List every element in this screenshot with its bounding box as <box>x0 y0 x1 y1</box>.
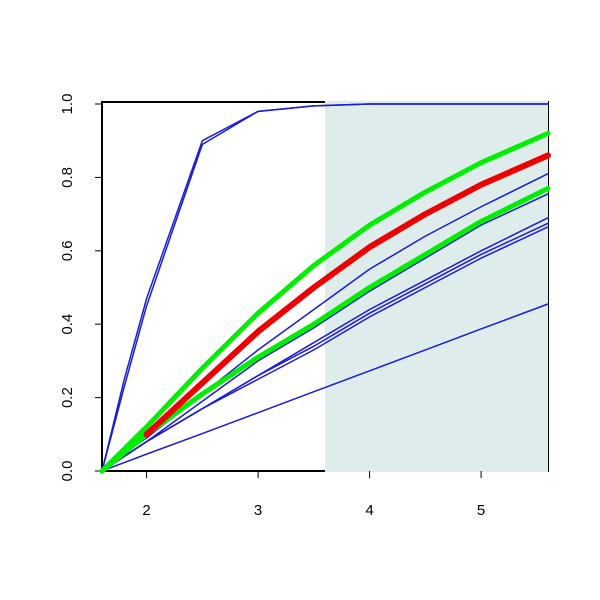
line-series <box>99 185 551 474</box>
line-series <box>101 226 549 472</box>
line-series <box>101 303 549 472</box>
y-tick-label: 0.6 <box>59 240 76 261</box>
y-tick-label: 0.0 <box>59 461 76 482</box>
y-tick-label: 0.2 <box>59 387 76 408</box>
y-tick-label: 0.8 <box>59 167 76 188</box>
x-tick-label: 2 <box>142 502 150 519</box>
shaded-region <box>325 101 548 472</box>
x-tick-label: 3 <box>254 502 262 519</box>
y-tick-label: 0.4 <box>59 314 76 335</box>
x-tick-label: 4 <box>365 502 373 519</box>
line-series <box>99 130 551 474</box>
line-series <box>101 103 549 472</box>
x-tick-label: 5 <box>477 502 485 519</box>
y-tick-label: 1.0 <box>59 94 76 115</box>
line-series <box>143 152 551 438</box>
